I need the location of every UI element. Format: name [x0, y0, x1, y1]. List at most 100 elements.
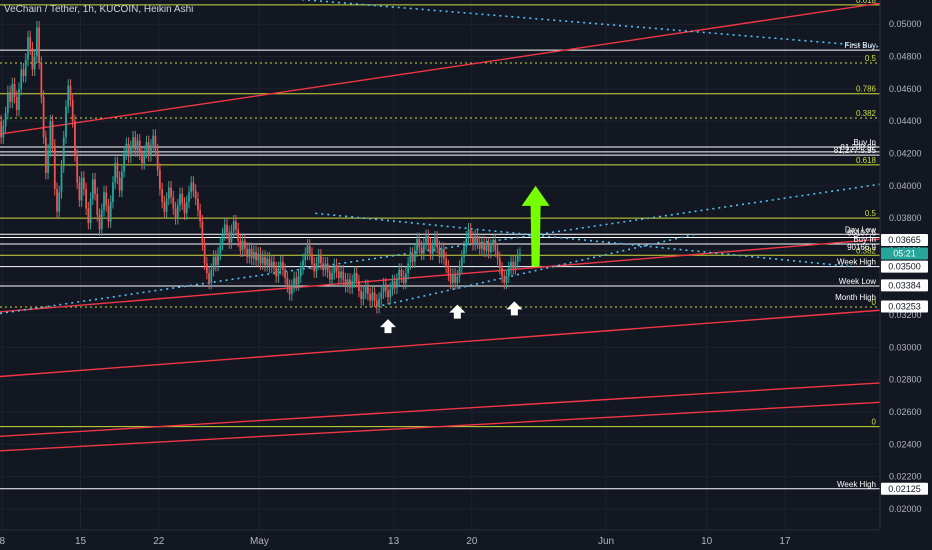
candle-body	[514, 261, 517, 269]
price-tag-bg	[881, 233, 928, 246]
candle-body	[24, 59, 27, 76]
candle-body	[223, 224, 226, 235]
y-tick-label: 0.04800	[889, 52, 922, 62]
candle-body	[451, 274, 454, 283]
candle-body	[402, 276, 405, 283]
candle-body	[71, 100, 74, 122]
candle-body	[252, 252, 255, 259]
candle-body	[116, 163, 119, 178]
candle-body	[429, 243, 432, 254]
candle-body	[487, 243, 490, 253]
x-tick-label: 20	[466, 536, 478, 547]
candle-body	[67, 85, 70, 107]
candle-body	[250, 248, 253, 259]
candle-body	[15, 96, 18, 110]
level-label: 81,277.5.95	[834, 146, 877, 155]
candle-body	[74, 121, 76, 156]
candle-body	[120, 171, 123, 191]
candle-body	[420, 247, 423, 254]
candle-body	[277, 268, 280, 277]
candle-body	[192, 182, 195, 191]
candle-body	[203, 243, 206, 264]
candle-body	[315, 263, 318, 272]
candle-body	[145, 142, 148, 152]
candle-body	[474, 235, 477, 244]
x-tick-label: May	[250, 536, 269, 547]
candle-body	[13, 84, 16, 97]
candle-body	[418, 239, 421, 248]
candle-body	[6, 92, 9, 114]
candle-body	[501, 268, 503, 277]
candle-body	[96, 193, 99, 215]
x-tick-label: 10	[701, 536, 713, 547]
candle-body	[485, 243, 488, 251]
candle-body	[407, 263, 410, 274]
candle-body	[165, 198, 168, 212]
trendline	[0, 401, 881, 452]
candles	[0, 21, 521, 314]
candle-body	[389, 289, 392, 298]
candle-body	[391, 281, 394, 290]
y-tick-label: 0.04600	[889, 84, 922, 94]
candle-body	[80, 177, 83, 201]
candle-body	[393, 281, 396, 288]
candle-body	[333, 265, 336, 274]
candle-body	[505, 276, 508, 283]
candle-body	[51, 121, 54, 146]
candle-body	[212, 256, 215, 270]
candle-body	[154, 135, 157, 151]
candle-body	[109, 201, 112, 222]
candle-body	[246, 248, 249, 257]
price-tags: 0.03665 05:21 0.03500 0.03384 0.03253 0.02125	[881, 233, 928, 495]
time-axis[interactable]	[0, 530, 932, 550]
level-label: 0	[872, 418, 877, 427]
level-label: 0.5	[865, 209, 877, 218]
candle-body	[123, 153, 126, 172]
candle-body	[29, 37, 32, 49]
candle-body	[141, 153, 143, 164]
candle-body	[413, 250, 416, 262]
candle-body	[320, 255, 322, 264]
candle-body	[94, 179, 96, 194]
candle-body	[136, 140, 139, 151]
level-label: 81,280.92	[840, 143, 876, 152]
candle-body	[481, 242, 483, 249]
level-label: 0.382	[856, 109, 877, 118]
candle-body	[62, 137, 65, 167]
x-tick-label: 13	[388, 536, 400, 547]
candle-body	[378, 298, 380, 308]
candle-body	[87, 208, 90, 223]
trendline	[0, 2, 881, 135]
price-tag-bg	[881, 260, 928, 273]
candle-body	[409, 253, 412, 264]
candle-body	[331, 273, 333, 280]
candle-body	[78, 182, 81, 201]
candle-body	[512, 261, 515, 269]
candle-body	[311, 253, 313, 264]
candle-body	[358, 281, 360, 291]
y-tick-label: 0.03200	[889, 310, 922, 320]
candle-body	[112, 182, 114, 202]
candle-body	[257, 253, 260, 261]
candle-body	[114, 163, 117, 183]
level-label: Day Low	[845, 225, 876, 234]
candle-body	[364, 286, 367, 293]
level-label: 0.618	[856, 0, 877, 5]
up-arrow-icon	[449, 304, 466, 319]
y-tick-label: 0.03800	[889, 213, 922, 223]
y-tick-label: 0.02400	[889, 439, 922, 449]
candle-body	[33, 56, 36, 70]
candle-body	[42, 96, 45, 138]
candle-body	[422, 243, 425, 254]
candle-body	[127, 143, 130, 157]
level-label: 0.786	[856, 85, 877, 94]
candle-body	[22, 69, 25, 76]
candle-body	[431, 245, 434, 254]
candle-body	[405, 273, 407, 283]
candle-body	[143, 151, 146, 164]
candle-body	[76, 155, 79, 183]
candle-body	[60, 166, 63, 193]
candle-body	[371, 292, 374, 301]
